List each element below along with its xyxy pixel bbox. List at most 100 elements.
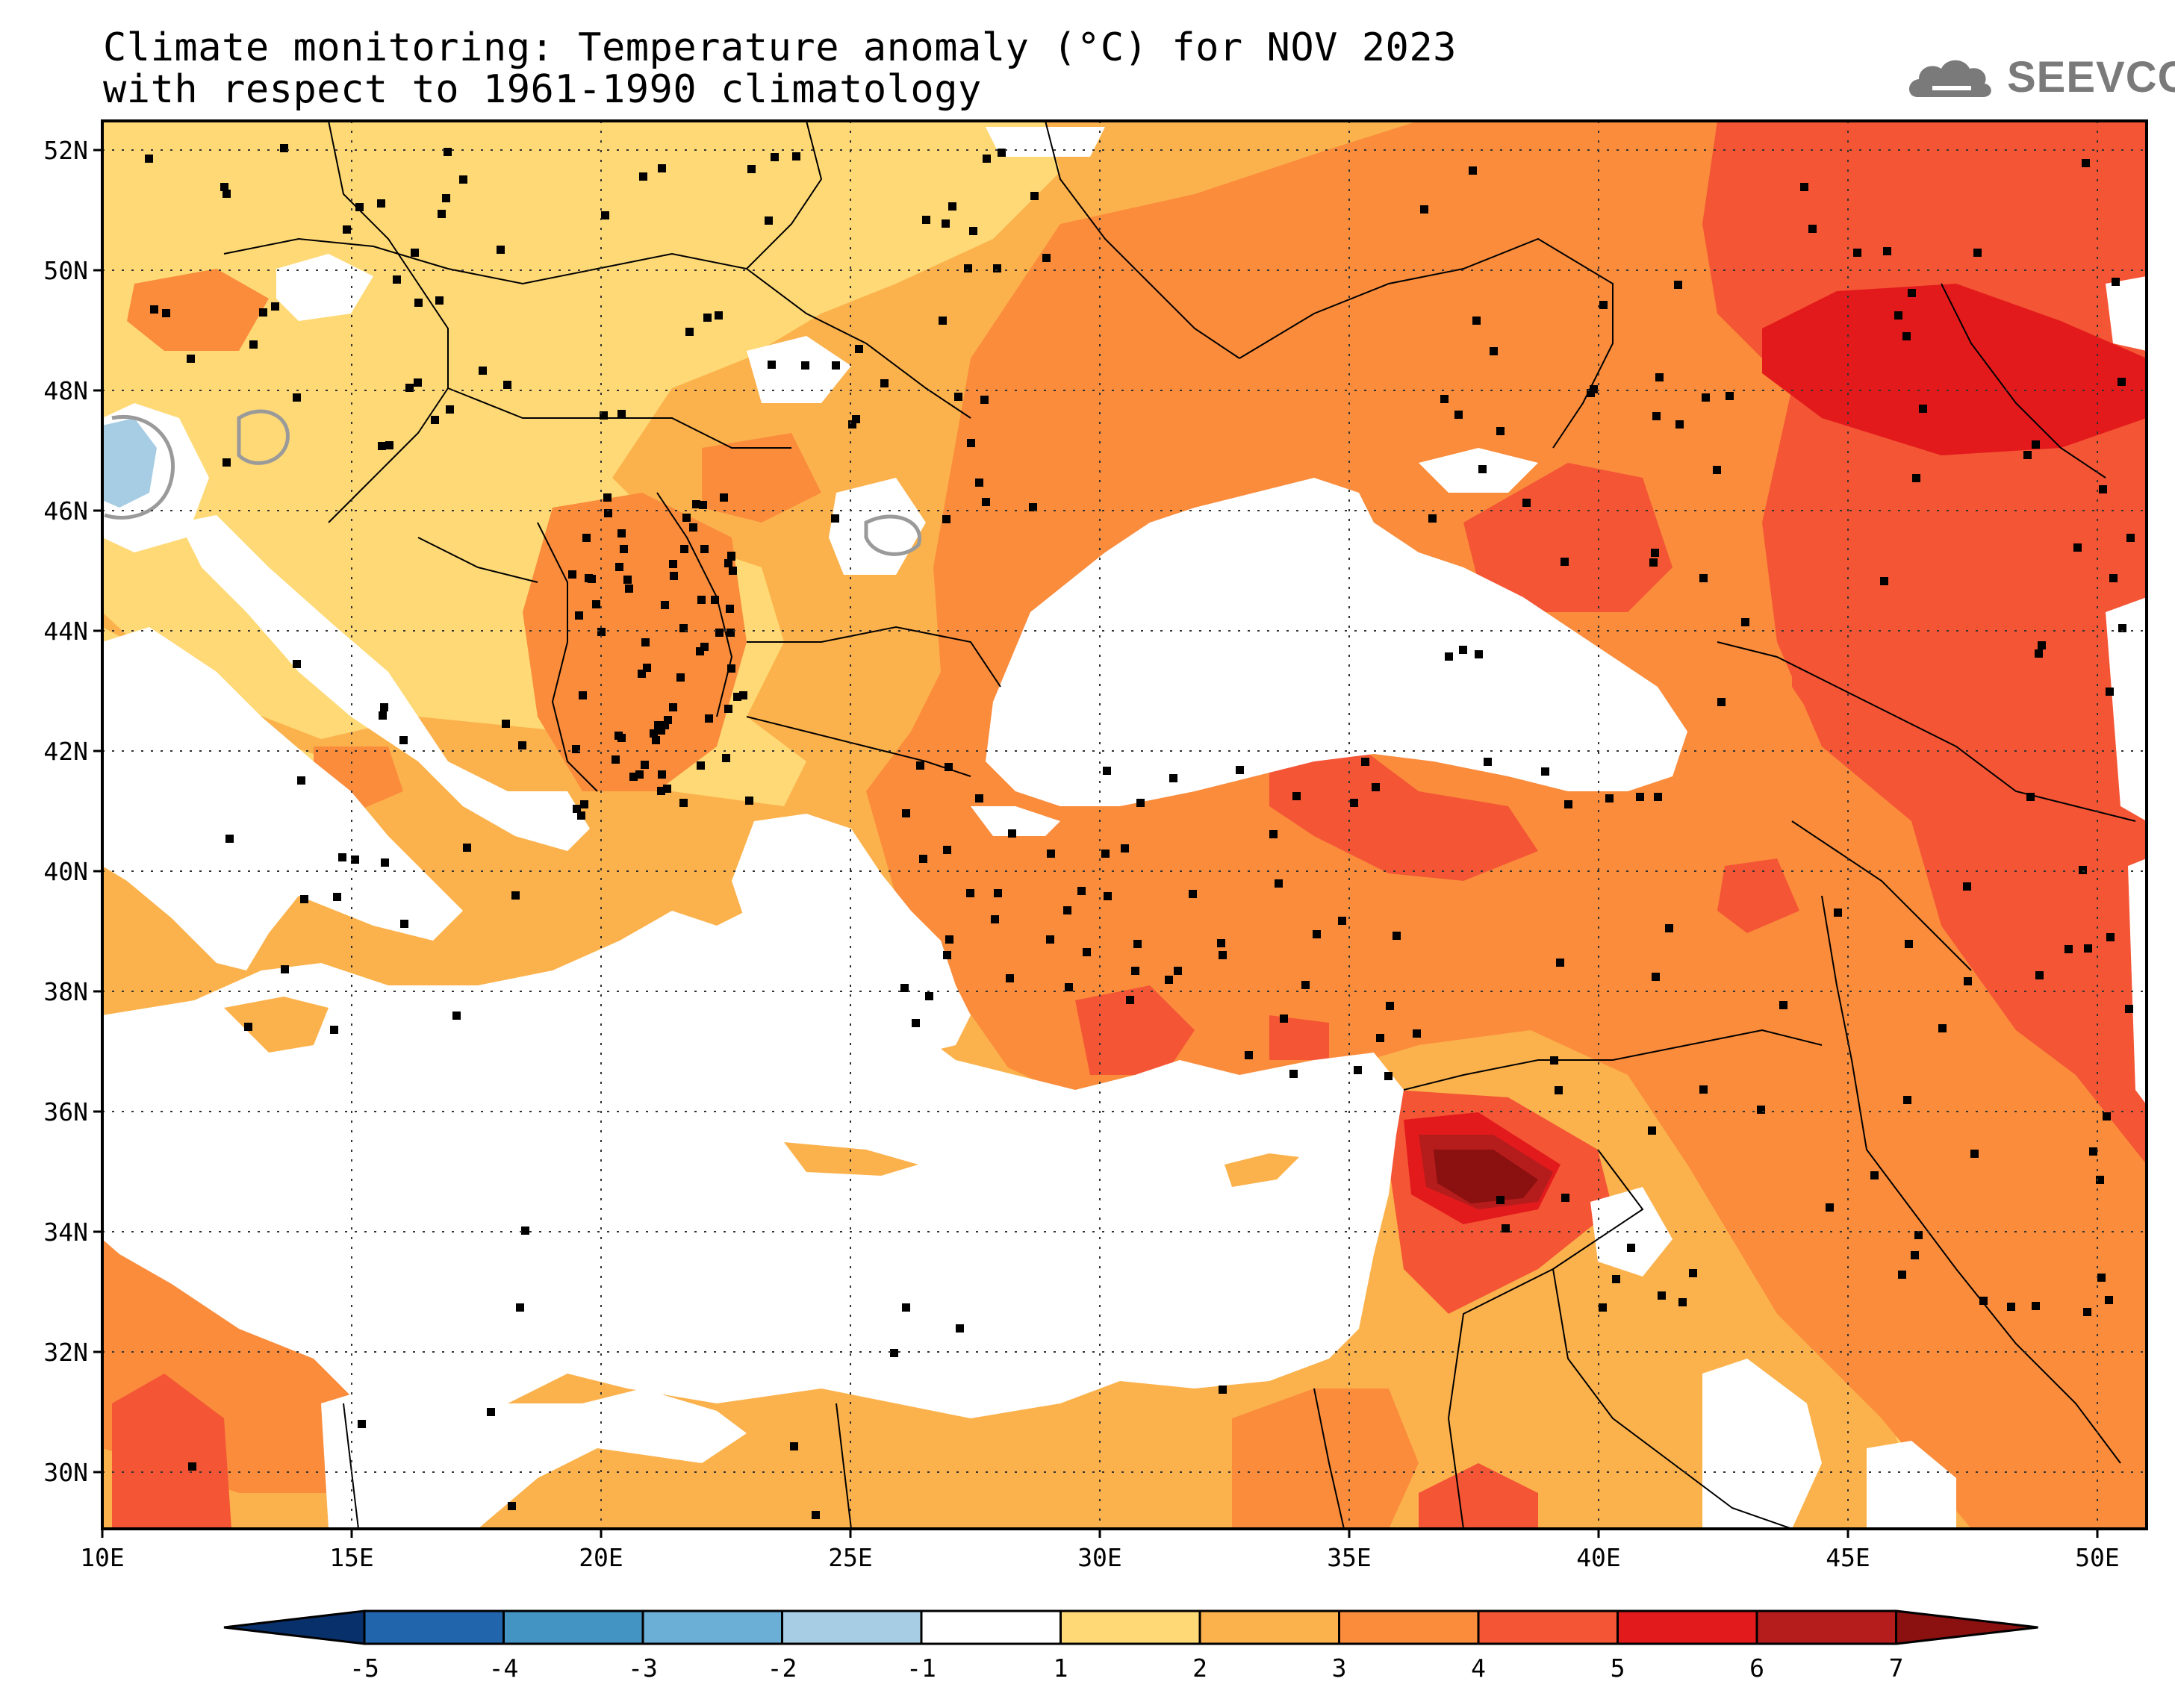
station-marker <box>1338 917 1346 925</box>
station-marker <box>223 458 231 467</box>
station-marker <box>1131 967 1139 975</box>
station-marker <box>1648 1126 1656 1135</box>
station-marker <box>663 785 671 793</box>
lon-tick-label: 30E <box>1077 1543 1122 1572</box>
station-marker <box>969 227 977 235</box>
anomaly-zone-4-5-turkey-south <box>1075 985 1195 1075</box>
lat-tick-label: 36N <box>43 1097 88 1126</box>
station-marker <box>293 660 301 668</box>
anomaly-zone-4-5-caucasus <box>1792 612 1941 732</box>
station-marker <box>680 545 688 553</box>
contour-line-zero-3 <box>864 514 921 556</box>
station-marker <box>617 529 626 537</box>
station-marker <box>692 500 700 508</box>
station-marker <box>801 361 809 370</box>
station-marker <box>1376 1034 1384 1042</box>
station-marker <box>620 545 628 553</box>
station-marker <box>1556 959 1564 967</box>
station-marker <box>2106 933 2115 941</box>
station-marker <box>980 396 989 404</box>
contour-line-zero <box>104 415 175 520</box>
station-marker <box>705 714 713 723</box>
station-marker <box>244 1023 252 1031</box>
colorbar-label: -3 <box>628 1654 658 1683</box>
station-marker <box>1898 1271 1906 1279</box>
station-marker <box>1561 1194 1569 1202</box>
station-marker <box>832 361 840 370</box>
contour-line-zero-2 <box>237 409 290 465</box>
anomaly-zone-3-4-carpathians <box>702 433 821 523</box>
lat-tick-label: 48N <box>43 376 88 405</box>
station-marker <box>577 811 585 820</box>
anomaly-zone-3-4-balkans <box>523 493 747 791</box>
station-marker <box>1289 1070 1298 1078</box>
station-marker <box>689 523 697 532</box>
station-marker <box>601 211 609 219</box>
station-marker <box>1702 393 1710 402</box>
station-marker <box>669 560 677 568</box>
station-marker <box>1636 793 1644 801</box>
colorbar: -5 -4 -3 -2 -1 1 2 3 4 5 6 7 <box>223 1609 2038 1683</box>
station-marker <box>629 773 638 781</box>
anomaly-zone-5-6-volga <box>1762 284 2147 455</box>
station-marker <box>1475 650 1483 658</box>
cloud-logo-icon <box>1908 60 1991 97</box>
station-marker <box>1136 799 1145 807</box>
station-marker <box>1174 967 1182 975</box>
sea-caspian <box>2106 597 2147 821</box>
desert-no-data-libya <box>321 1374 747 1529</box>
station-marker <box>703 314 712 322</box>
lon-axis: 10E 15E 20E 25E 30E 35E 40E 45E 50E <box>80 1529 2120 1572</box>
station-marker <box>1903 1096 1911 1104</box>
station-marker <box>2079 866 2087 874</box>
anomaly-zone-4-5-libya <box>112 1374 231 1529</box>
station-marker <box>739 691 747 699</box>
station-marker <box>623 576 632 584</box>
station-marker <box>604 509 612 517</box>
station-marker <box>600 411 608 420</box>
station-marker <box>1502 1224 1510 1232</box>
colorbar-label: -4 <box>489 1654 519 1683</box>
station-marker <box>582 534 591 542</box>
station-marker <box>293 393 301 402</box>
station-marker <box>943 846 951 854</box>
station-marker <box>1459 646 1467 654</box>
station-marker <box>414 378 422 387</box>
station-marker <box>1655 373 1664 381</box>
station-marker <box>1726 392 1734 400</box>
lat-tick-label: 46N <box>43 496 88 526</box>
station-marker <box>912 1019 920 1027</box>
station-marker <box>729 567 737 575</box>
station-marker <box>639 172 647 181</box>
lon-tick-label: 35E <box>1327 1543 1372 1572</box>
station-marker <box>900 984 909 992</box>
lon-tick-label: 20E <box>579 1543 623 1572</box>
station-marker <box>1133 940 1142 948</box>
station-marker <box>617 410 626 418</box>
station-marker <box>658 164 666 172</box>
station-marker <box>1428 514 1437 523</box>
station-marker <box>727 664 735 673</box>
station-marker <box>982 498 990 506</box>
station-marker <box>1350 799 1358 807</box>
station-marker <box>641 638 650 646</box>
station-marker <box>502 720 510 728</box>
anomaly-zone-4-5-sinai <box>1419 1463 1538 1529</box>
cyprus-land <box>1225 1153 1299 1187</box>
station-marker <box>727 552 735 560</box>
station-marker <box>1046 935 1054 944</box>
station-marker <box>487 1408 495 1416</box>
station-marker <box>664 716 672 724</box>
station-marker <box>2089 1147 2097 1156</box>
anomaly-zone-3-4-egypt <box>1232 1388 1419 1529</box>
station-marker <box>220 183 228 191</box>
station-marker <box>669 703 677 711</box>
station-marker <box>943 951 951 959</box>
station-marker <box>1104 892 1112 900</box>
station-marker <box>612 755 620 764</box>
station-marker <box>2035 971 2044 979</box>
station-marker <box>249 340 258 349</box>
station-marker <box>187 355 195 363</box>
station-marker <box>330 1026 338 1034</box>
station-marker <box>579 691 587 699</box>
